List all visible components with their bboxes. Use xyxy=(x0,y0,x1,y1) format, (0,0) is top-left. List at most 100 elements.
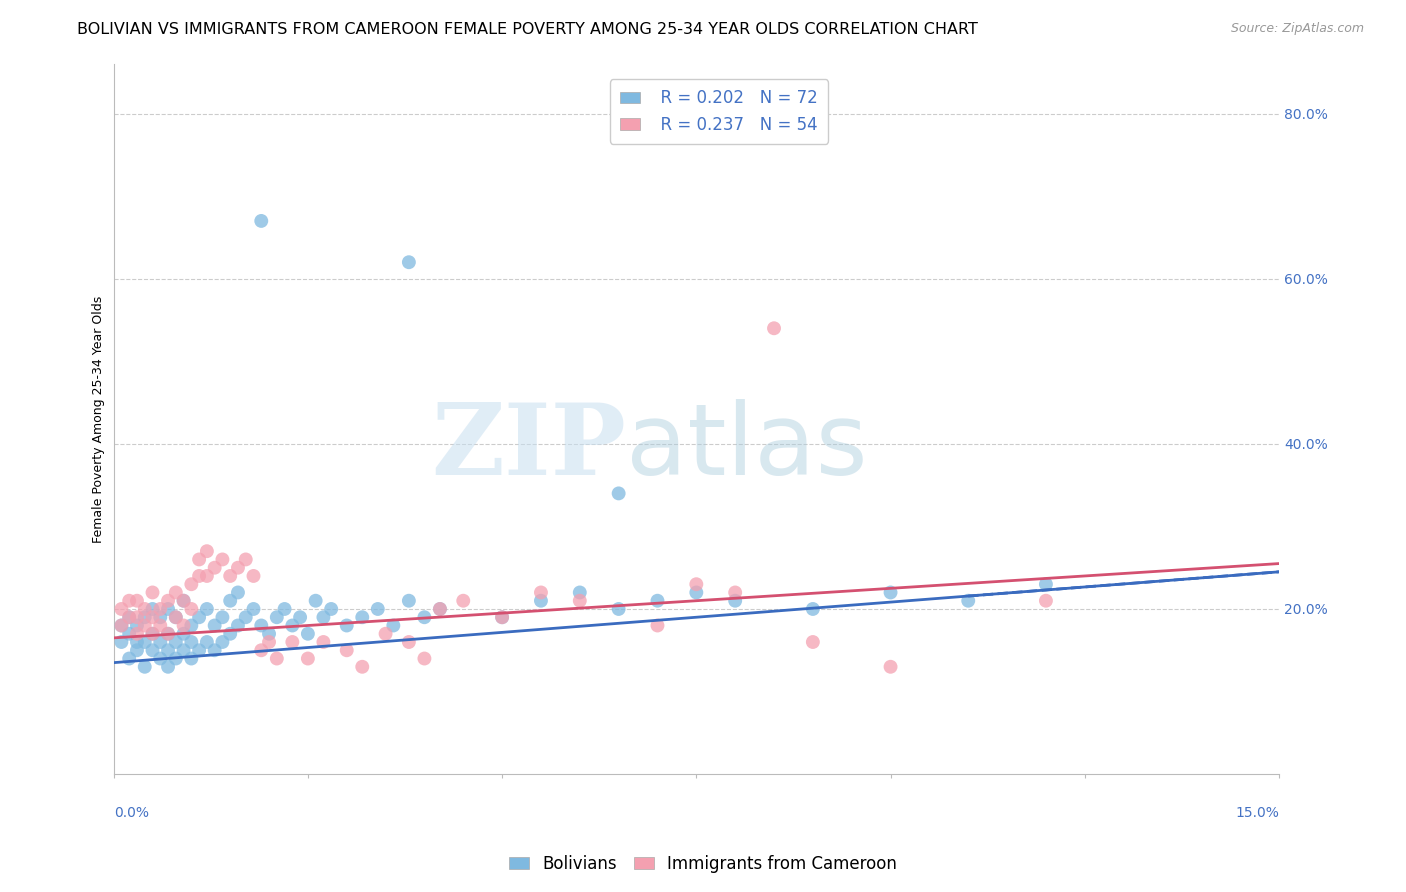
Point xyxy=(685,585,707,599)
Point xyxy=(134,635,156,649)
Point xyxy=(879,585,901,599)
Point xyxy=(724,585,747,599)
Point xyxy=(1035,577,1057,591)
Point xyxy=(352,610,374,624)
Point xyxy=(257,626,280,640)
Point xyxy=(204,643,226,657)
Point xyxy=(607,602,630,616)
Point xyxy=(250,214,273,228)
Point xyxy=(118,610,141,624)
Point xyxy=(235,552,257,566)
Point xyxy=(157,593,180,607)
Point xyxy=(188,552,211,566)
Point xyxy=(398,255,420,269)
Point xyxy=(173,593,195,607)
Point xyxy=(125,593,148,607)
Point xyxy=(219,626,242,640)
Point xyxy=(125,643,148,657)
Point xyxy=(763,321,786,335)
Point xyxy=(134,660,156,674)
Point xyxy=(451,593,474,607)
Point xyxy=(312,610,335,624)
Point xyxy=(211,610,233,624)
Point xyxy=(134,602,156,616)
Text: 15.0%: 15.0% xyxy=(1234,806,1279,820)
Legend:   R = 0.202   N = 72,   R = 0.237   N = 54: R = 0.202 N = 72, R = 0.237 N = 54 xyxy=(610,79,828,144)
Point xyxy=(165,610,187,624)
Point xyxy=(647,618,669,632)
Point xyxy=(165,610,187,624)
Point xyxy=(149,651,172,665)
Point xyxy=(173,593,195,607)
Point xyxy=(568,593,591,607)
Point xyxy=(398,635,420,649)
Point xyxy=(429,602,451,616)
Point xyxy=(195,544,218,558)
Text: ZIP: ZIP xyxy=(432,399,627,496)
Point xyxy=(352,660,374,674)
Point xyxy=(367,602,389,616)
Point xyxy=(235,610,257,624)
Text: 0.0%: 0.0% xyxy=(114,806,149,820)
Point xyxy=(141,602,163,616)
Point xyxy=(281,635,304,649)
Point xyxy=(165,635,187,649)
Point xyxy=(141,626,163,640)
Point xyxy=(173,626,195,640)
Point xyxy=(180,602,202,616)
Point xyxy=(607,486,630,500)
Y-axis label: Female Poverty Among 25-34 Year Olds: Female Poverty Among 25-34 Year Olds xyxy=(93,295,105,542)
Point xyxy=(491,610,513,624)
Point xyxy=(336,618,359,632)
Point xyxy=(568,585,591,599)
Point xyxy=(879,660,901,674)
Point xyxy=(110,635,132,649)
Text: BOLIVIAN VS IMMIGRANTS FROM CAMEROON FEMALE POVERTY AMONG 25-34 YEAR OLDS CORREL: BOLIVIAN VS IMMIGRANTS FROM CAMEROON FEM… xyxy=(77,22,979,37)
Point xyxy=(149,610,172,624)
Point xyxy=(382,618,405,632)
Text: Source: ZipAtlas.com: Source: ZipAtlas.com xyxy=(1230,22,1364,36)
Point xyxy=(157,602,180,616)
Point xyxy=(195,635,218,649)
Point xyxy=(195,569,218,583)
Point xyxy=(242,569,264,583)
Point xyxy=(125,618,148,632)
Point xyxy=(297,626,319,640)
Point xyxy=(724,593,747,607)
Point xyxy=(195,602,218,616)
Point xyxy=(530,593,553,607)
Point xyxy=(204,618,226,632)
Point xyxy=(165,585,187,599)
Point xyxy=(257,635,280,649)
Point xyxy=(219,569,242,583)
Point xyxy=(141,643,163,657)
Point xyxy=(180,577,202,591)
Point xyxy=(118,651,141,665)
Point xyxy=(211,635,233,649)
Point xyxy=(530,585,553,599)
Point xyxy=(157,643,180,657)
Point xyxy=(226,560,249,574)
Legend: Bolivians, Immigrants from Cameroon: Bolivians, Immigrants from Cameroon xyxy=(502,848,904,880)
Point xyxy=(266,610,288,624)
Point xyxy=(188,643,211,657)
Point xyxy=(266,651,288,665)
Point xyxy=(180,618,202,632)
Point xyxy=(305,593,328,607)
Point xyxy=(297,651,319,665)
Point xyxy=(149,602,172,616)
Point xyxy=(250,643,273,657)
Point xyxy=(118,626,141,640)
Point xyxy=(149,618,172,632)
Point xyxy=(157,626,180,640)
Point xyxy=(180,651,202,665)
Point xyxy=(188,610,211,624)
Point xyxy=(118,593,141,607)
Point xyxy=(226,618,249,632)
Point xyxy=(336,643,359,657)
Point xyxy=(685,577,707,591)
Point xyxy=(429,602,451,616)
Point xyxy=(149,635,172,649)
Point xyxy=(134,618,156,632)
Point xyxy=(125,635,148,649)
